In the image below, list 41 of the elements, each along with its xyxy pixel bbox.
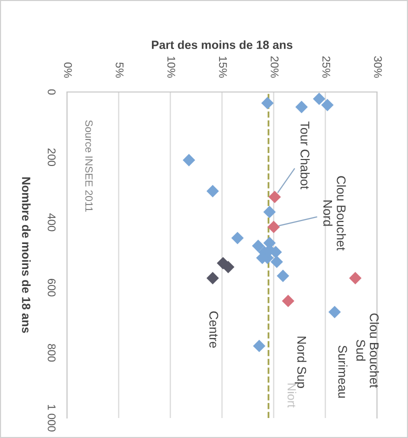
y-tick-label: 0: [48, 89, 56, 95]
point: [206, 272, 219, 284]
y-tick-label: 1 000: [48, 404, 56, 432]
point: [328, 306, 341, 318]
y-axis-title: Nombre de moins de 18 ans: [22, 177, 31, 333]
annotation: Nord Sup: [294, 336, 306, 388]
point: [182, 154, 196, 166]
y-tick-label: 800: [48, 344, 56, 362]
point: [312, 92, 326, 106]
point: [252, 240, 264, 252]
x-tick-label: 30%: [374, 56, 382, 78]
point: [282, 294, 294, 308]
point: [267, 220, 280, 234]
x-tick-label: 0%: [64, 62, 72, 78]
point: [321, 98, 334, 112]
point: [231, 232, 244, 244]
point: [263, 206, 276, 218]
point: [276, 270, 290, 282]
point: [270, 256, 283, 268]
x-axis-title: Part des moins de 18 ans: [152, 40, 292, 50]
annotation: Tour Chabot: [300, 122, 310, 190]
x-tick-label: 20%: [270, 56, 279, 78]
point: [252, 340, 266, 352]
x-tick-label: 15%: [219, 56, 227, 78]
annotation: Clou Bouchet Sud: [356, 313, 379, 388]
annotation: Source INSEE 2011: [85, 120, 93, 212]
annotation: Centre: [209, 311, 218, 348]
y-tick-label: 600: [48, 278, 56, 296]
y-tick-label: 200: [48, 148, 56, 166]
x-tick-label: 25%: [322, 56, 330, 78]
point: [268, 190, 281, 204]
annotation: Clou Bouchet Nord: [323, 176, 346, 251]
ref-line-label: Niort: [288, 384, 296, 408]
point: [349, 272, 362, 284]
point: [206, 184, 219, 198]
y-tick-label: 400: [48, 213, 56, 232]
x-tick-label: 5%: [116, 62, 124, 78]
point: [295, 100, 308, 114]
point: [261, 96, 274, 110]
x-tick-label: 10%: [167, 56, 176, 78]
annotation: Surimeau: [338, 346, 348, 398]
